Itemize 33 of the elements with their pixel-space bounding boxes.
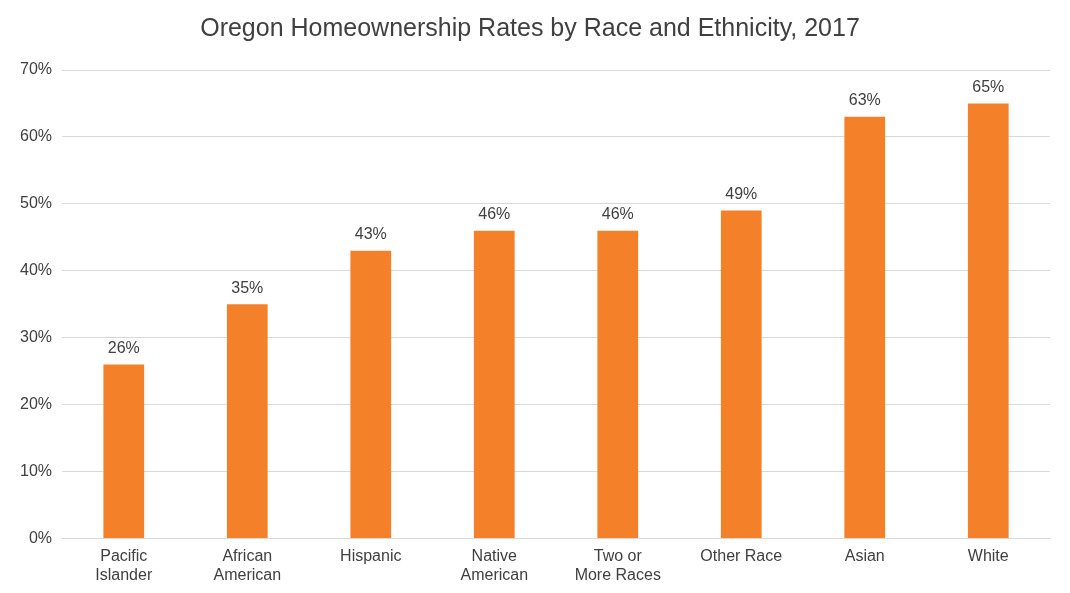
y-tick-label: 30% <box>19 328 53 346</box>
x-tick-label: Asian <box>844 546 885 564</box>
y-tick-label: 40% <box>19 261 53 279</box>
bar <box>967 103 1009 539</box>
bar <box>473 230 515 539</box>
data-label: 65% <box>972 77 1005 95</box>
y-tick-label: 10% <box>19 462 53 480</box>
x-tick-label: Native American <box>460 546 529 583</box>
x-tick-label: Other Race <box>700 546 783 564</box>
y-tick-label: 0% <box>28 529 53 547</box>
bar <box>844 116 886 539</box>
bar <box>103 364 145 539</box>
bar <box>597 230 639 539</box>
data-label: 63% <box>848 91 881 109</box>
data-label: 26% <box>107 338 140 356</box>
data-label: 46% <box>601 205 634 223</box>
data-label: 43% <box>354 225 387 243</box>
chart-title: Oregon Homeownership Rates by Race and Ethnicity, 2017 <box>200 12 860 41</box>
x-tick-label: Pacific Islander <box>95 546 153 583</box>
data-label: 49% <box>725 184 758 202</box>
bar <box>720 210 762 539</box>
y-tick-label: 60% <box>19 127 53 145</box>
x-tick-label: African American <box>213 546 282 583</box>
bar <box>226 304 268 539</box>
x-tick-label: Two or More Races <box>574 546 661 583</box>
x-tick-label: Hispanic <box>340 546 402 564</box>
y-tick-label: 50% <box>19 194 53 212</box>
y-tick-label: 20% <box>19 395 53 413</box>
y-tick-label: 70% <box>19 60 53 78</box>
x-tick-label: White <box>967 546 1009 564</box>
data-label: 35% <box>231 278 264 296</box>
bar <box>350 250 392 539</box>
data-label: 46% <box>478 205 511 223</box>
